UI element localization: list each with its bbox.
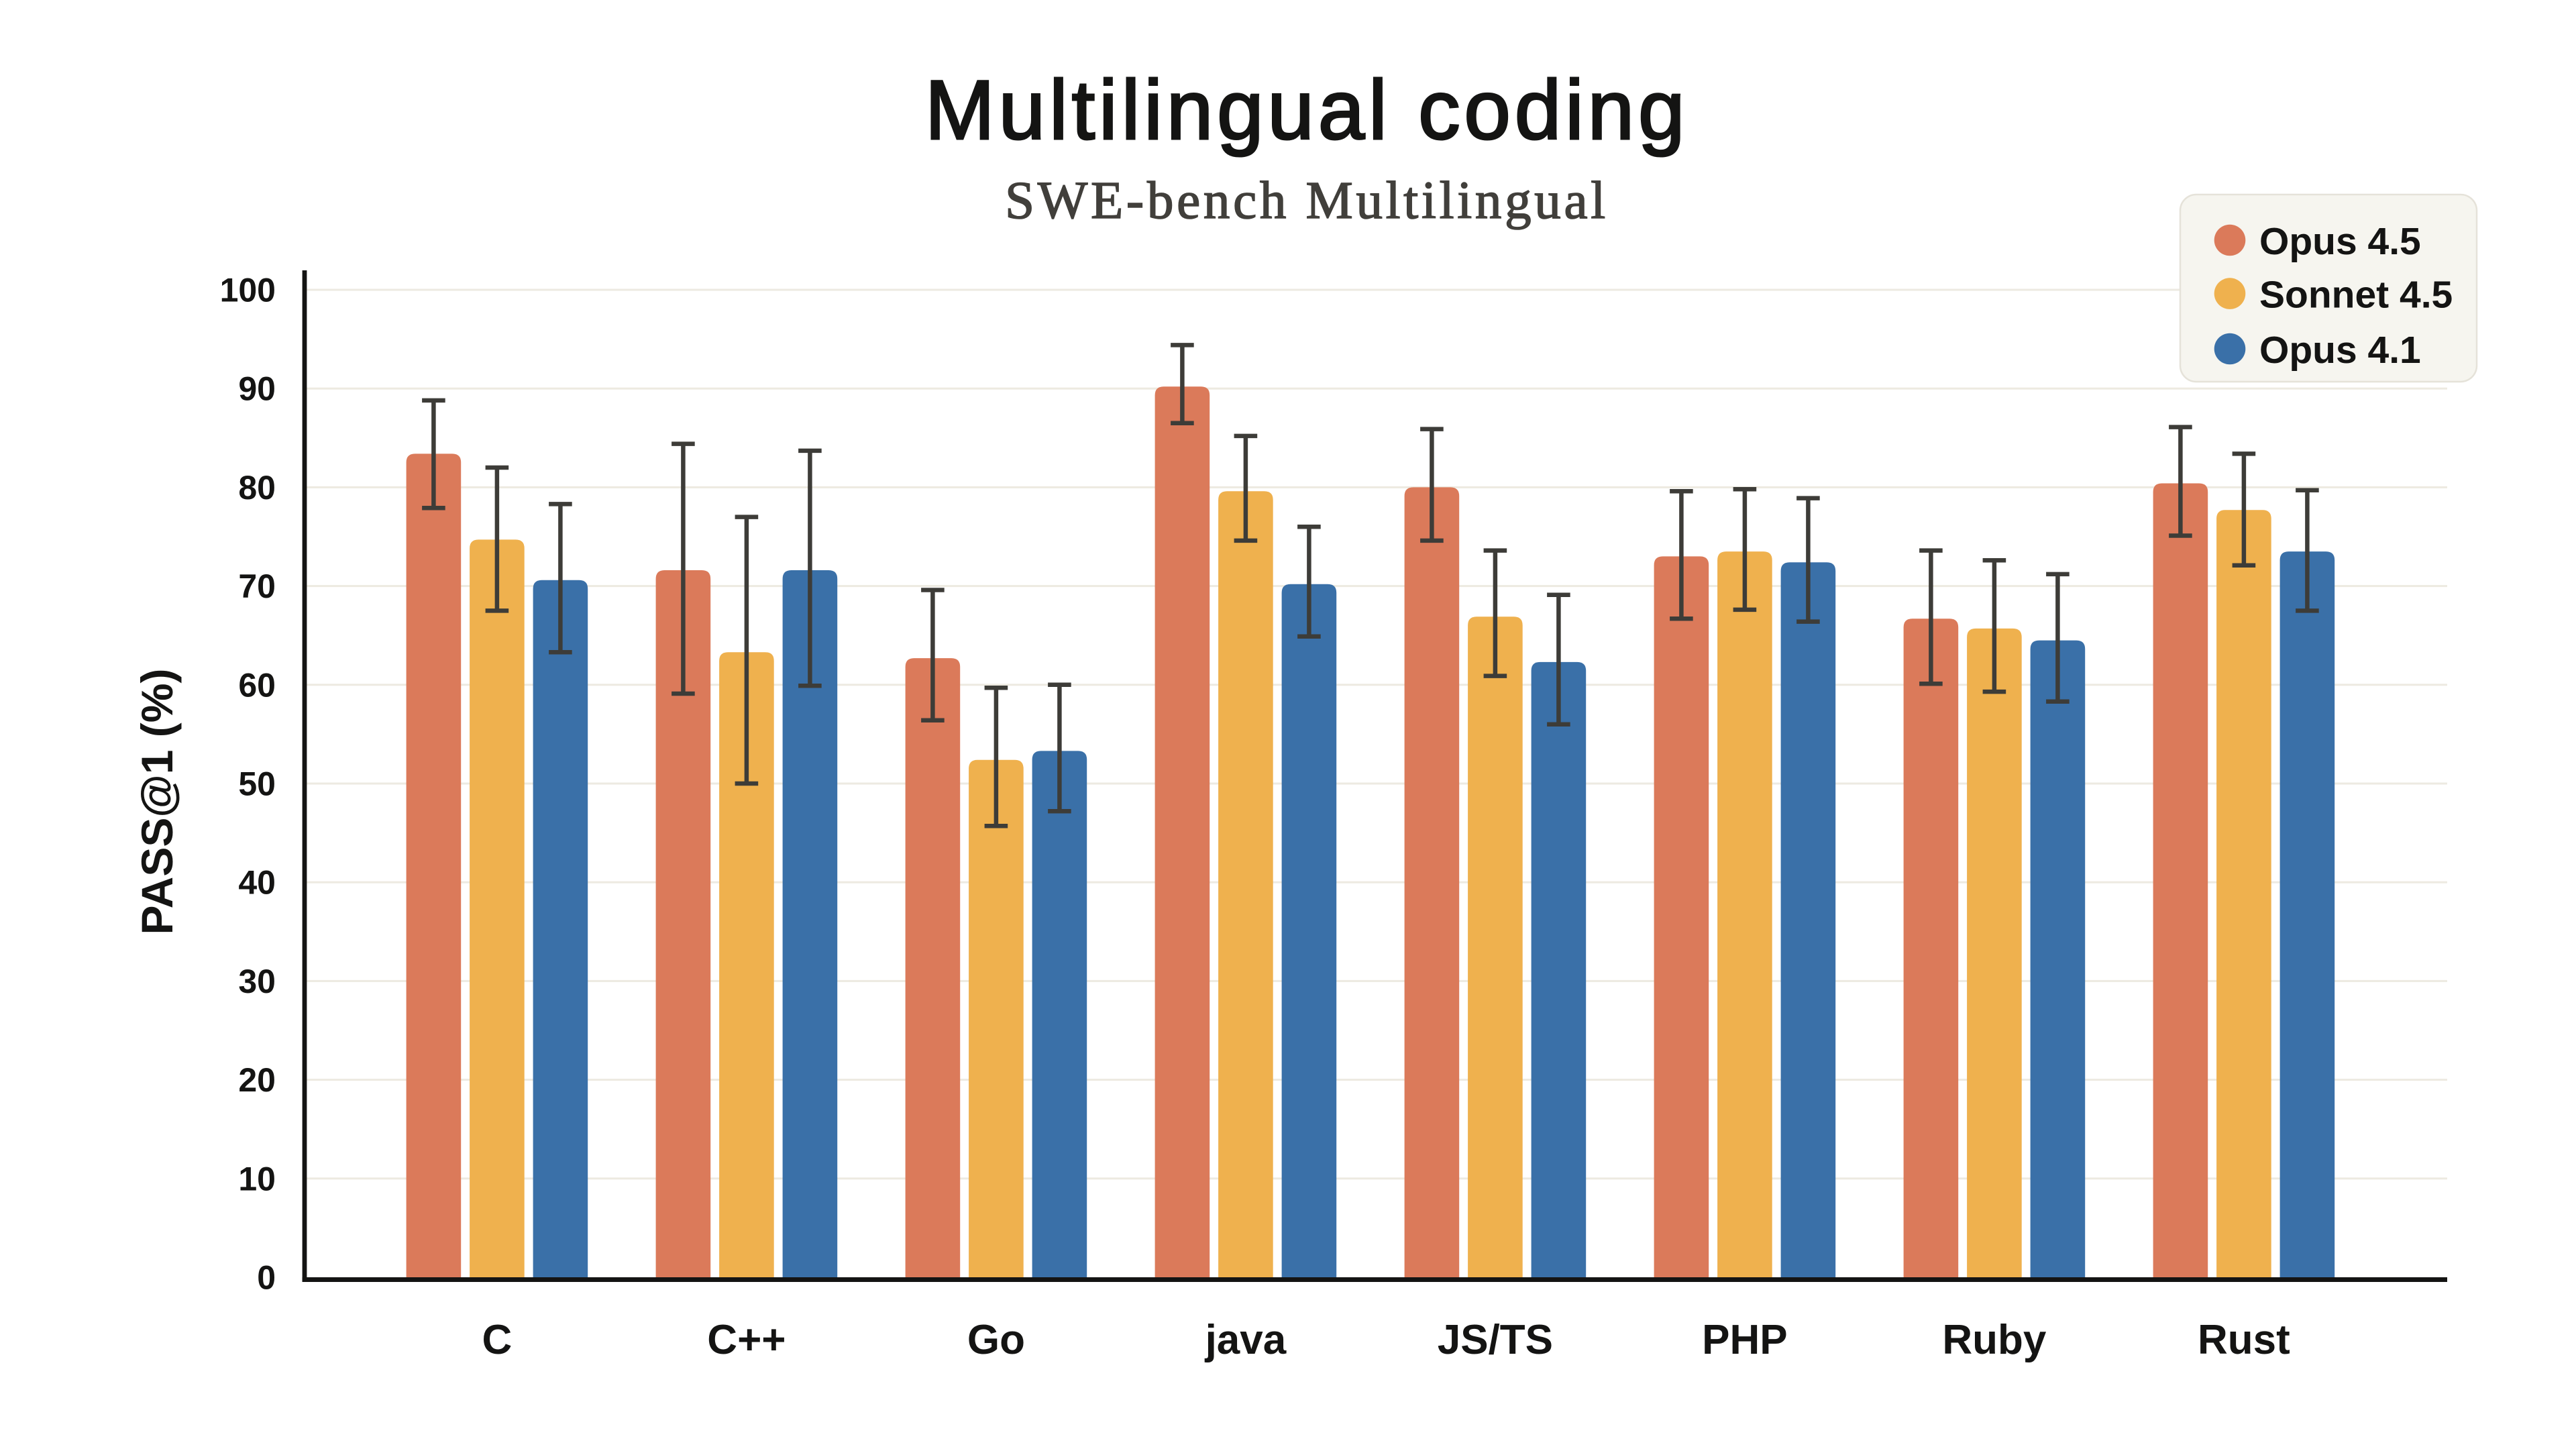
svg-text:Ruby: Ruby xyxy=(1942,1317,2047,1363)
svg-text:0: 0 xyxy=(257,1259,276,1297)
svg-text:Rust: Rust xyxy=(2198,1317,2290,1363)
svg-text:Opus 4.1: Opus 4.1 xyxy=(2259,329,2421,372)
svg-text:Go: Go xyxy=(967,1317,1025,1363)
svg-text:C++: C++ xyxy=(707,1317,786,1363)
svg-text:80: 80 xyxy=(238,469,276,506)
svg-text:PHP: PHP xyxy=(1702,1317,1787,1363)
svg-text:40: 40 xyxy=(238,864,276,902)
svg-text:JS/TS: JS/TS xyxy=(1438,1317,1553,1363)
svg-text:60: 60 xyxy=(238,666,276,704)
svg-text:Sonnet 4.5: Sonnet 4.5 xyxy=(2259,274,2453,317)
svg-text:PASS@1 (%): PASS@1 (%) xyxy=(132,669,182,935)
svg-text:70: 70 xyxy=(238,568,276,605)
svg-text:30: 30 xyxy=(238,963,276,1000)
svg-text:100: 100 xyxy=(220,272,276,309)
svg-text:90: 90 xyxy=(238,370,276,408)
svg-text:C: C xyxy=(482,1317,513,1363)
svg-text:Multilingual coding: Multilingual coding xyxy=(925,64,1689,157)
svg-text:20: 20 xyxy=(238,1061,276,1099)
svg-text:10: 10 xyxy=(238,1160,276,1197)
svg-text:Opus 4.5: Opus 4.5 xyxy=(2259,220,2421,263)
svg-text:SWE-bench Multilingual: SWE-bench Multilingual xyxy=(1005,172,1609,230)
svg-text:50: 50 xyxy=(238,765,276,803)
svg-text:java: java xyxy=(1205,1317,1287,1363)
